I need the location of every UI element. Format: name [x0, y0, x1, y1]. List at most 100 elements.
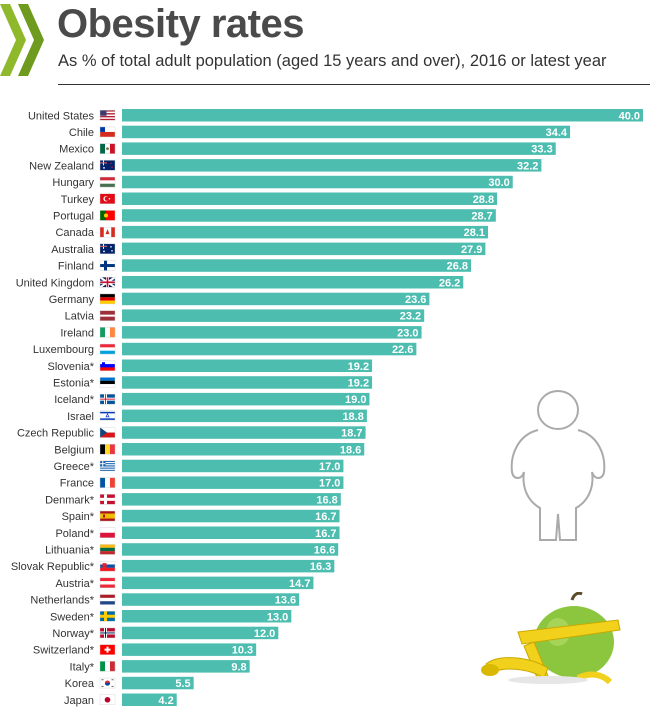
flag-icon — [99, 460, 116, 472]
data-label: 14.7 — [289, 578, 310, 590]
bar-dk — [122, 493, 341, 506]
data-label: 5.5 — [175, 678, 190, 690]
flag-icon — [99, 611, 116, 622]
bar-mx — [122, 142, 556, 155]
bar-nl — [122, 593, 300, 606]
data-label: 17.0 — [319, 461, 340, 473]
category-label: Mexico — [59, 144, 94, 156]
bar-es — [122, 509, 340, 523]
category-label: Korea — [65, 678, 95, 690]
bar-hu — [122, 175, 513, 189]
category-label: Switzerland* — [33, 645, 95, 657]
flag-icon — [99, 544, 116, 555]
bar-is — [122, 392, 370, 406]
data-label: 23.6 — [405, 294, 426, 306]
category-label: United States — [28, 110, 95, 122]
category-label: Austria* — [55, 578, 94, 590]
category-label: Spain* — [62, 511, 95, 523]
category-label: Czech Republic — [17, 428, 95, 440]
bar-at — [122, 576, 314, 590]
category-label: Italy* — [70, 661, 95, 673]
category-label: Finland — [58, 261, 94, 273]
bar-gb — [122, 276, 464, 289]
category-label: Slovenia* — [48, 361, 95, 373]
bar-lv — [122, 309, 425, 322]
flag-icon — [99, 293, 116, 305]
data-label: 26.8 — [447, 261, 468, 273]
flag-icon — [99, 694, 116, 705]
data-label: 4.2 — [158, 695, 173, 707]
flag-icon — [99, 126, 116, 138]
data-label: 18.7 — [341, 428, 362, 440]
bar-lt — [122, 543, 339, 556]
data-label: 23.2 — [400, 311, 421, 323]
flag-icon — [99, 627, 116, 639]
category-label: Hungary — [52, 177, 94, 189]
bar-pl — [122, 526, 340, 539]
data-label: 16.8 — [316, 494, 337, 506]
bar-chart: 40.0 United States 34.4 Chile 33.3 Mexico 32.2… — [11, 109, 643, 707]
page-subtitle: As % of total adult population (aged 15 … — [58, 52, 607, 70]
logo-chevron-2 — [18, 4, 44, 76]
category-label: New Zealand — [29, 160, 94, 172]
bar-fr — [122, 476, 344, 489]
category-label: Sweden* — [50, 611, 95, 623]
bar-il — [122, 409, 367, 423]
flag-icon — [99, 327, 116, 338]
bar-be — [122, 443, 365, 456]
flag-icon — [99, 644, 116, 655]
flag-icon — [99, 560, 116, 572]
data-label: 22.6 — [392, 344, 413, 356]
category-label: Denmark* — [45, 494, 95, 506]
bar-fi — [122, 259, 472, 272]
bar-ca — [122, 225, 489, 239]
category-label: Iceland* — [54, 394, 94, 406]
bar-tr — [122, 192, 498, 205]
flag-icon — [99, 527, 116, 538]
oecd-logo — [0, 4, 44, 76]
flag-icon — [99, 143, 116, 154]
flag-icon — [99, 176, 116, 188]
bar-ee — [122, 376, 373, 389]
bar-nz — [122, 159, 542, 172]
category-label: Chile — [69, 127, 94, 139]
data-label: 13.0 — [267, 611, 288, 623]
bar-si — [122, 359, 373, 372]
bar-cl — [122, 125, 571, 139]
category-label: France — [60, 478, 94, 490]
flag-icon — [99, 226, 116, 238]
data-label: 18.8 — [342, 411, 363, 423]
flag-icon — [99, 276, 116, 289]
data-label: 32.2 — [517, 160, 538, 172]
category-label: Belgium — [54, 444, 94, 456]
flag-icon — [99, 494, 116, 505]
flag-icon — [99, 193, 116, 204]
category-label: Australia — [51, 244, 95, 256]
flag-icon — [99, 577, 116, 589]
data-label: 33.3 — [531, 144, 552, 156]
data-label: 18.6 — [340, 444, 361, 456]
bar-gr — [122, 459, 344, 473]
data-label: 26.2 — [439, 277, 460, 289]
title-divider — [58, 84, 650, 85]
category-label: Germany — [49, 294, 95, 306]
flag-icon — [99, 343, 116, 355]
category-label: Portugal — [53, 210, 94, 222]
category-label: Luxembourg — [33, 344, 94, 356]
bar-de — [122, 292, 430, 306]
bar-kr — [122, 676, 194, 690]
flag-icon — [99, 444, 116, 455]
flag-icon — [99, 110, 116, 121]
bar-cz — [122, 426, 366, 439]
bar-pt — [122, 209, 496, 222]
flag-icon — [99, 360, 116, 371]
obese-person-illustration — [510, 390, 606, 541]
bar-se — [122, 610, 292, 623]
flag-icon — [99, 661, 116, 672]
category-label: Netherlands* — [30, 595, 94, 607]
data-label: 17.0 — [319, 478, 340, 490]
category-label: Turkey — [61, 194, 95, 206]
category-label: Latvia — [65, 311, 95, 323]
bar-au — [122, 242, 486, 256]
category-label: Slovak Republic* — [11, 561, 95, 573]
